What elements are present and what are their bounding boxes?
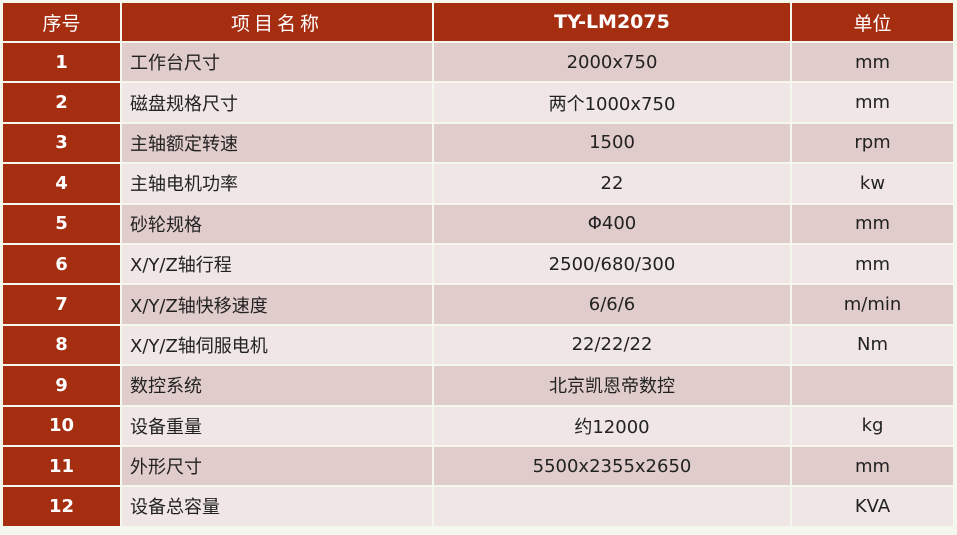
header-model: TY-LM2075 (434, 3, 790, 41)
row-number: 12 (3, 487, 120, 526)
row-number: 5 (3, 204, 120, 243)
row-unit: Nm (792, 325, 953, 365)
row-value: 约12000 (434, 406, 790, 445)
row-unit: mm (792, 244, 953, 284)
row-name: 设备总容量 (122, 487, 432, 526)
row-value: 北京凯恩帝数控 (434, 366, 790, 405)
row-value: 22/22/22 (434, 325, 790, 365)
table-row: 1 工作台尺寸 2000x750 mm (3, 43, 953, 82)
row-value: 6/6/6 (434, 285, 790, 324)
table-row: 3 主轴额定转速 1500 rpm (3, 123, 953, 163)
row-name: 数控系统 (122, 366, 432, 405)
row-unit (792, 366, 953, 405)
table-row: 9 数控系统 北京凯恩帝数控 (3, 366, 953, 405)
row-unit: mm (792, 204, 953, 243)
row-name: 工作台尺寸 (122, 43, 432, 82)
row-name: 主轴额定转速 (122, 123, 432, 163)
row-number: 1 (3, 43, 120, 82)
row-number: 10 (3, 406, 120, 445)
table-row: 10 设备重量 约12000 kg (3, 406, 953, 445)
table-row: 7 X/Y/Z轴快移速度 6/6/6 m/min (3, 285, 953, 324)
row-unit: KVA (792, 487, 953, 526)
row-unit: mm (792, 43, 953, 82)
row-value: 两个1000x750 (434, 83, 790, 122)
row-unit: m/min (792, 285, 953, 324)
row-number: 7 (3, 285, 120, 324)
table-row: 4 主轴电机功率 22 kw (3, 164, 953, 203)
row-value: 1500 (434, 123, 790, 163)
row-number: 11 (3, 446, 120, 486)
row-name: X/Y/Z轴伺服电机 (122, 325, 432, 365)
row-value: 2500/680/300 (434, 244, 790, 284)
row-name: X/Y/Z轴行程 (122, 244, 432, 284)
row-value: 22 (434, 164, 790, 203)
row-number: 6 (3, 244, 120, 284)
table-row: 8 X/Y/Z轴伺服电机 22/22/22 Nm (3, 325, 953, 365)
table-row: 11 外形尺寸 5500x2355x2650 mm (3, 446, 953, 486)
row-name: 设备重量 (122, 406, 432, 445)
row-name: 砂轮规格 (122, 204, 432, 243)
row-number: 8 (3, 325, 120, 365)
row-value (434, 487, 790, 526)
row-value: 5500x2355x2650 (434, 446, 790, 486)
table-row: 12 设备总容量 KVA (3, 487, 953, 526)
table-row: 6 X/Y/Z轴行程 2500/680/300 mm (3, 244, 953, 284)
header-index: 序号 (3, 3, 120, 41)
table-row: 2 磁盘规格尺寸 两个1000x750 mm (3, 83, 953, 122)
header-row: 序号 项目名称 TY-LM2075 单位 (3, 3, 953, 41)
table-row: 5 砂轮规格 Φ400 mm (3, 204, 953, 243)
header-unit: 单位 (792, 3, 953, 41)
row-value: 2000x750 (434, 43, 790, 82)
row-name: 磁盘规格尺寸 (122, 83, 432, 122)
row-name: 外形尺寸 (122, 446, 432, 486)
row-number: 2 (3, 83, 120, 122)
header-item: 项目名称 (122, 3, 432, 41)
row-unit: mm (792, 446, 953, 486)
row-name: X/Y/Z轴快移速度 (122, 285, 432, 324)
row-number: 3 (3, 123, 120, 163)
row-unit: kw (792, 164, 953, 203)
row-number: 4 (3, 164, 120, 203)
row-number: 9 (3, 366, 120, 405)
row-name: 主轴电机功率 (122, 164, 432, 203)
row-value: Φ400 (434, 204, 790, 243)
row-unit: mm (792, 83, 953, 122)
row-unit: rpm (792, 123, 953, 163)
row-unit: kg (792, 406, 953, 445)
